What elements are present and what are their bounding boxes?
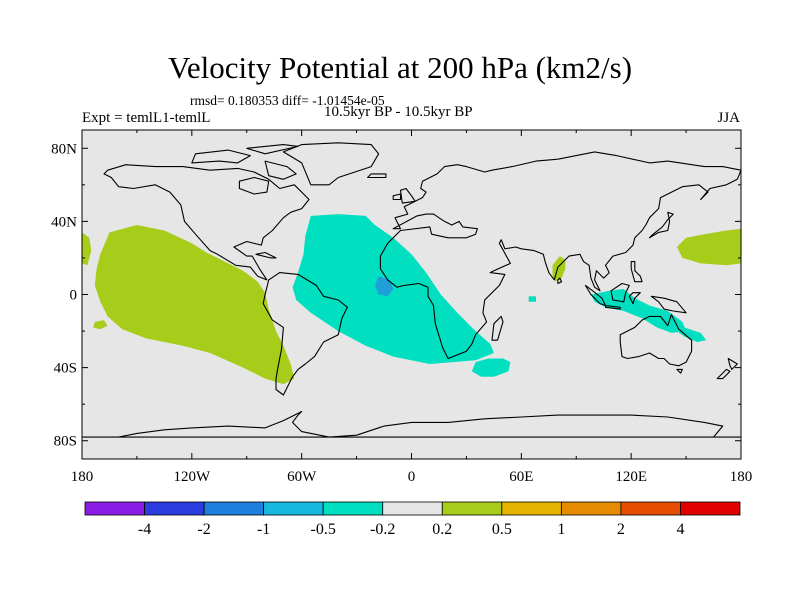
colorbar-label: 1 [557,521,565,538]
field-region-west-pacific-positive [676,228,741,266]
coastline-great-britain [399,187,416,204]
colorbar-box [84,501,145,516]
coastline-iceland [367,173,387,179]
colorbar-label: 0.5 [492,521,512,538]
stats-text: rmsd= 0.180353 diff= -1.01454e-05 [190,93,385,108]
period-label: 10.5kyr BP - 10.5kyr BP [324,104,473,120]
coastline-tasmania [676,368,683,374]
coastlines [82,142,741,438]
colorbar-label: -2 [197,521,210,538]
colorbar-label: 2 [617,521,625,538]
lon-tick-label: 120E [615,469,647,485]
colorbar-label: -0.5 [311,521,336,538]
field-region-pacific-positive [94,225,295,385]
lon-tick-label: 60E [509,469,533,485]
colorbar-box [322,501,384,516]
figure-title: Velocity Potential at 200 hPa (km2/s) [167,50,633,85]
lat-tick-label: 80N [51,141,77,157]
coastline-canadian-archipelago-1 [191,149,251,164]
colorbar-box [441,501,503,516]
coastline-greenland [282,142,380,186]
coastline-sulawesi [628,292,641,305]
coastline-japan [648,211,674,239]
coastline-north-america [103,164,310,281]
field-region-dateline-positive [82,232,92,266]
coastline-antarctica [82,410,741,438]
colorbar-box [382,501,443,516]
lat-tick-label: 40N [51,214,77,230]
field-region-atlantic-negative [292,214,494,364]
lat-tick-label: 0 [70,288,78,304]
coastline-java [604,304,621,310]
season-label: JJA [717,110,740,126]
colorbar-box [203,501,265,516]
field-region-south-atlantic-negative [471,358,511,377]
lon-tick-label: 180 [71,469,94,485]
coastline-canadian-archipelago-2 [246,144,299,155]
lat-tick-label: 40S [54,361,77,377]
lon-tick-label: 0 [408,469,416,485]
field-region-coral-sea-negative [676,325,707,342]
map-content: 180 120W 60W 0 60E 120E 180 80N 40N 0 40S 80S -4 -2 -1… [51,129,753,538]
coastline-europe-africa-asia [379,151,741,360]
colorbar-box [560,501,622,516]
colorbar-box [263,501,324,516]
colorbar-box [144,501,205,516]
coastline-madagascar [491,315,504,341]
colorbar-label: 4 [676,521,684,538]
coastline-baffin-island [264,160,297,180]
coastline-borneo [610,282,630,303]
coastline-new-zealand-south [716,368,731,380]
lon-tick-label: 60W [287,469,317,485]
experiment-label: Expt = temlL1-temlL [82,110,211,126]
colorbar-box [680,501,741,516]
colorbar-box [620,501,681,516]
lon-tick-label: 180 [730,469,753,485]
lon-tick-label: 120W [173,469,211,485]
colorbar-label: -4 [138,521,151,538]
colorbar-label: -1 [257,521,270,538]
coastline-new-guinea [650,295,687,314]
field-regions [82,214,741,385]
coastline-ireland [392,193,402,201]
colorbar-box [501,501,562,516]
coastline-cuba [255,251,277,259]
field-region-indian-ocean-small-negative [528,296,536,302]
coastline-australia [619,314,693,367]
coastline-hudson-bay [238,176,270,195]
coastline-philippines [630,261,643,283]
colorbar-label: -0.2 [370,521,395,538]
colorbar-label: 0.2 [432,521,452,538]
lat-tick-label: 80S [54,434,77,450]
coastline-new-zealand-north [727,357,738,370]
coastline-sri-lanka [557,277,563,285]
coastline-south-america [262,272,348,396]
field-region-south-pacific-small-positive [93,320,108,330]
